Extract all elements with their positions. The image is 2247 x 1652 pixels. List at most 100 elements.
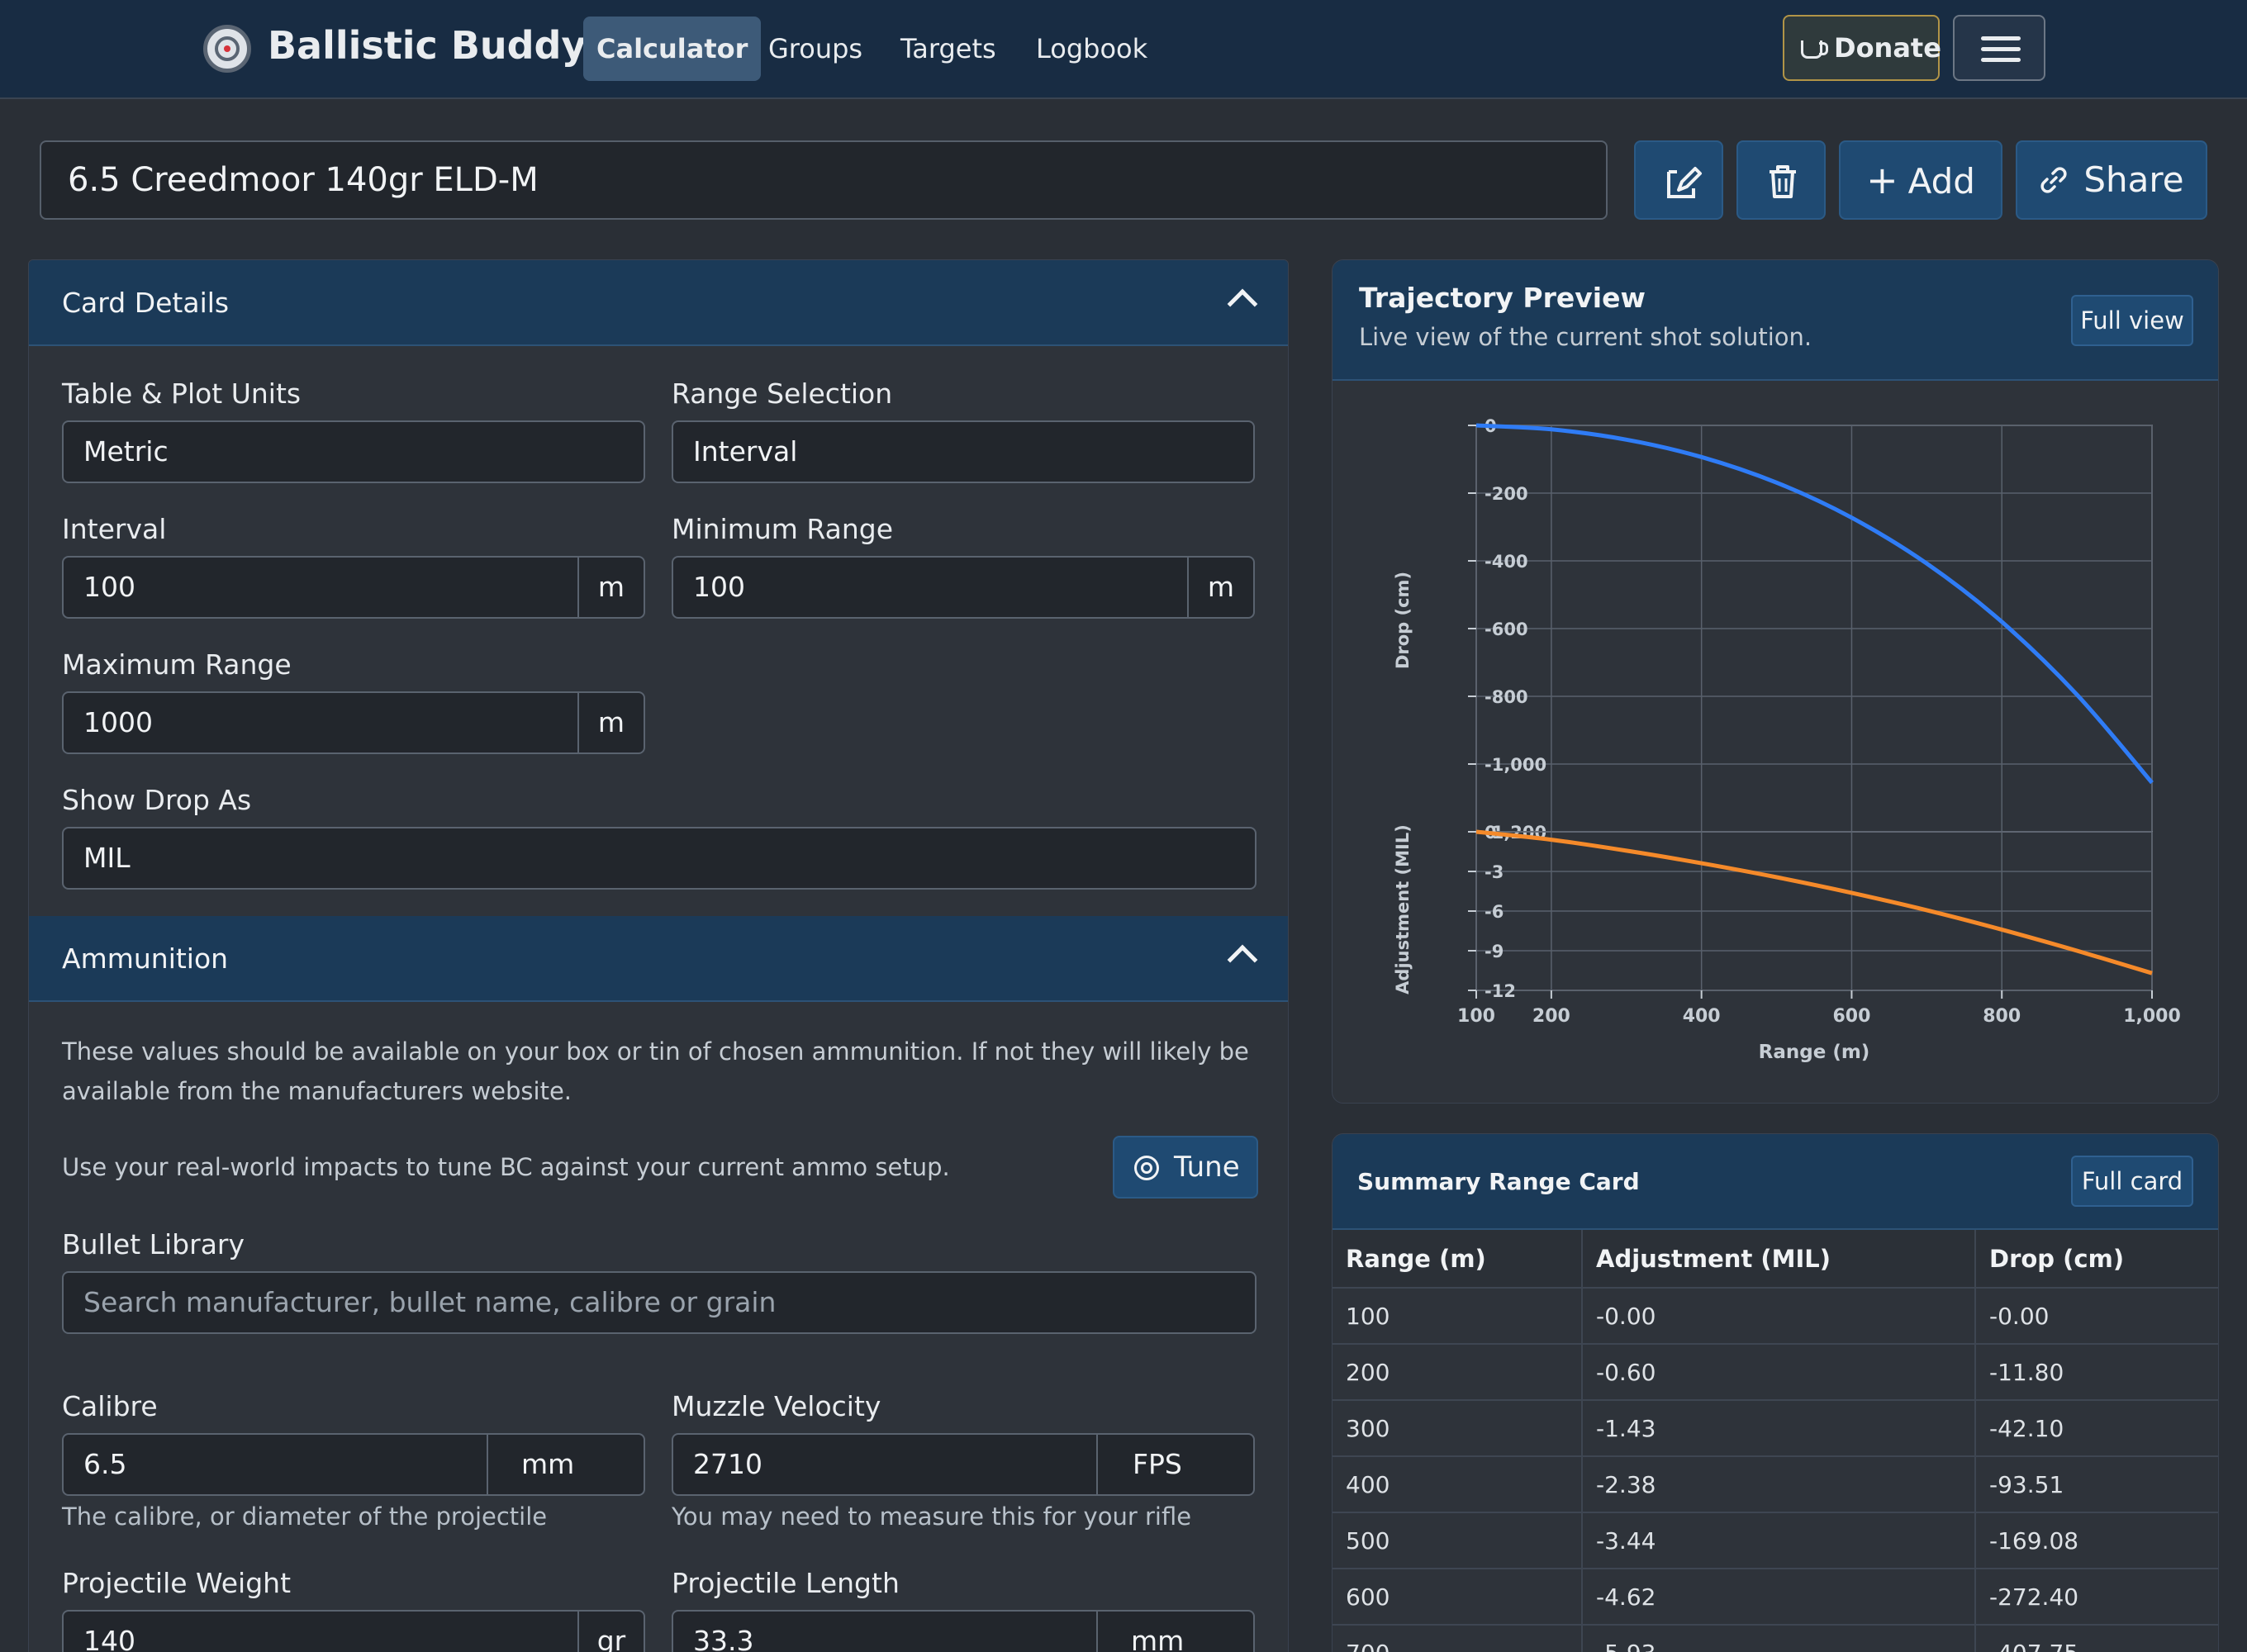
cell-adjustment: -4.62 [1582, 1569, 1976, 1626]
trajectory-title: Trajectory Preview [1359, 282, 1646, 314]
projectile-weight-input[interactable]: 140 gr [62, 1610, 645, 1652]
ammunition-header[interactable]: Ammunition [29, 916, 1288, 1002]
projectile-weight-unit[interactable]: gr [577, 1612, 644, 1652]
range-selection-label: Range Selection [672, 377, 893, 410]
y-tick-label: -800 [1485, 687, 1528, 707]
ammunition-title: Ammunition [62, 942, 229, 975]
table-row: 700-5.93-407.75 [1333, 1625, 2218, 1652]
brand-name[interactable]: Ballistic Buddy [268, 23, 587, 68]
cell-range: 200 [1333, 1344, 1583, 1401]
column-header-drop[interactable]: Drop (cm) [1975, 1230, 2218, 1289]
tune-label: Tune [1174, 1151, 1240, 1184]
calibre-unit[interactable]: mm [487, 1435, 644, 1494]
trajectory-header: Trajectory Preview Live view of the curr… [1333, 260, 2218, 381]
show-drop-select[interactable]: MIL [62, 827, 1257, 890]
max-range-input[interactable]: 1000 m [62, 691, 645, 754]
cell-range: 400 [1333, 1456, 1583, 1513]
y-axis-label: Adjustment (MIL) [1393, 824, 1413, 995]
projectile-weight-value: 140 [83, 1625, 135, 1652]
plus-icon: + [1866, 158, 1898, 202]
min-range-label: Minimum Range [672, 513, 894, 545]
muzzle-velocity-unit[interactable]: FPS [1096, 1435, 1253, 1494]
x-tick-label: 800 [1983, 1006, 2021, 1027]
max-range-unit: m [577, 693, 644, 752]
tune-button[interactable]: Tune [1113, 1136, 1258, 1199]
donate-button[interactable]: Donate [1783, 15, 1941, 81]
series-line [1475, 423, 2154, 785]
bullet-library-label: Bullet Library [62, 1228, 245, 1260]
trash-icon [1770, 165, 1796, 198]
card-details-header[interactable]: Card Details [29, 260, 1288, 346]
cell-adjustment: -0.00 [1582, 1288, 1976, 1345]
calibre-label: Calibre [62, 1390, 158, 1422]
min-range-input[interactable]: 100 m [672, 556, 1255, 619]
cell-adjustment: -1.43 [1582, 1400, 1976, 1457]
x-tick-label: 400 [1683, 1006, 1721, 1027]
trajectory-subtitle: Live view of the current shot solution. [1359, 323, 1812, 351]
share-button[interactable]: Share [2016, 140, 2207, 220]
projectile-length-unit[interactable]: mm [1096, 1612, 1253, 1652]
muzzle-velocity-input[interactable]: 2710 FPS [672, 1433, 1255, 1496]
coffee-cup-icon [1801, 40, 1828, 59]
donate-label: Donate [1834, 32, 1941, 64]
y-tick-label: -200 [1485, 484, 1528, 504]
muzzle-velocity-value: 2710 [693, 1448, 762, 1480]
y-tick-label: -400 [1485, 552, 1528, 572]
nav-logbook[interactable]: Logbook [1036, 33, 1148, 64]
interval-value: 100 [83, 571, 135, 603]
summary-range-card: Summary Range Card Full card Range (m) A… [1332, 1133, 2219, 1652]
chevron-up-icon[interactable] [1227, 944, 1258, 976]
chevron-up-icon[interactable] [1227, 288, 1258, 320]
cell-drop: -42.10 [1975, 1400, 2218, 1457]
projectile-length-input[interactable]: 33.3 mm [672, 1610, 1255, 1652]
cell-adjustment: -0.60 [1582, 1344, 1976, 1401]
interval-input[interactable]: 100 m [62, 556, 645, 619]
nav-groups[interactable]: Groups [768, 33, 863, 64]
share-label: Share [2083, 159, 2184, 200]
calibre-value: 6.5 [83, 1448, 127, 1480]
nav-calculator[interactable]: Calculator [583, 17, 762, 81]
hamburger-icon [1981, 36, 2021, 40]
interval-label: Interval [62, 513, 167, 545]
edit-icon [1667, 167, 1702, 198]
cell-drop: -407.75 [1975, 1625, 2218, 1652]
trajectory-panel: Trajectory Preview Live view of the curr… [1332, 259, 2219, 1104]
projectile-length-value: 33.3 [693, 1625, 754, 1652]
x-tick-label: 100 [1457, 1006, 1495, 1027]
card-name-field[interactable]: 6.5 Creedmoor 140gr ELD-M [40, 140, 1608, 220]
range-selection-select[interactable]: Interval [672, 420, 1255, 483]
full-view-button[interactable]: Full view [2071, 295, 2193, 346]
nav-targets[interactable]: Targets [900, 33, 996, 64]
table-row: 500 -3.44 -169.08 [1333, 1512, 2218, 1569]
calibre-input[interactable]: 6.5 mm [62, 1433, 645, 1496]
cell-range: 700 [1333, 1625, 1583, 1652]
table-row: 600 -4.62 -272.40 [1333, 1569, 2218, 1626]
cell-range: 500 [1333, 1512, 1583, 1569]
x-tick-label: 1,000 [2123, 1006, 2181, 1027]
cell-adjustment: -5.93 [1582, 1625, 1976, 1652]
calibre-help: The calibre, or diameter of the projecti… [62, 1502, 548, 1531]
add-label: Add [1907, 161, 1975, 202]
y-tick-label: -9 [1485, 942, 1504, 961]
crosshair-logo-icon[interactable] [203, 25, 251, 73]
min-range-value: 100 [693, 571, 745, 603]
interval-unit: m [577, 558, 644, 617]
edit-button[interactable] [1634, 140, 1723, 220]
full-card-button[interactable]: Full card [2071, 1156, 2193, 1207]
x-tick-label: 200 [1532, 1006, 1570, 1027]
tune-description: Use your real-world impacts to tune BC a… [62, 1153, 950, 1181]
series-line [1475, 829, 2153, 976]
y-axis-label: Drop (cm) [1393, 572, 1413, 669]
menu-toggle-button[interactable] [1953, 15, 2045, 81]
cell-range: 600 [1333, 1569, 1583, 1626]
y-tick-label: -600 [1485, 620, 1528, 639]
add-button[interactable]: + Add [1839, 140, 2002, 220]
column-header-adjustment[interactable]: Adjustment (MIL) [1582, 1230, 1976, 1289]
delete-button[interactable] [1736, 140, 1826, 220]
muzzle-velocity-label: Muzzle Velocity [672, 1390, 881, 1422]
units-select[interactable]: Metric [62, 420, 645, 483]
bullet-library-search[interactable]: Search manufacturer, bullet name, calibr… [62, 1271, 1257, 1334]
column-header-range[interactable]: Range (m) [1333, 1230, 1583, 1289]
y-tick-label: -1,000 [1485, 755, 1546, 775]
